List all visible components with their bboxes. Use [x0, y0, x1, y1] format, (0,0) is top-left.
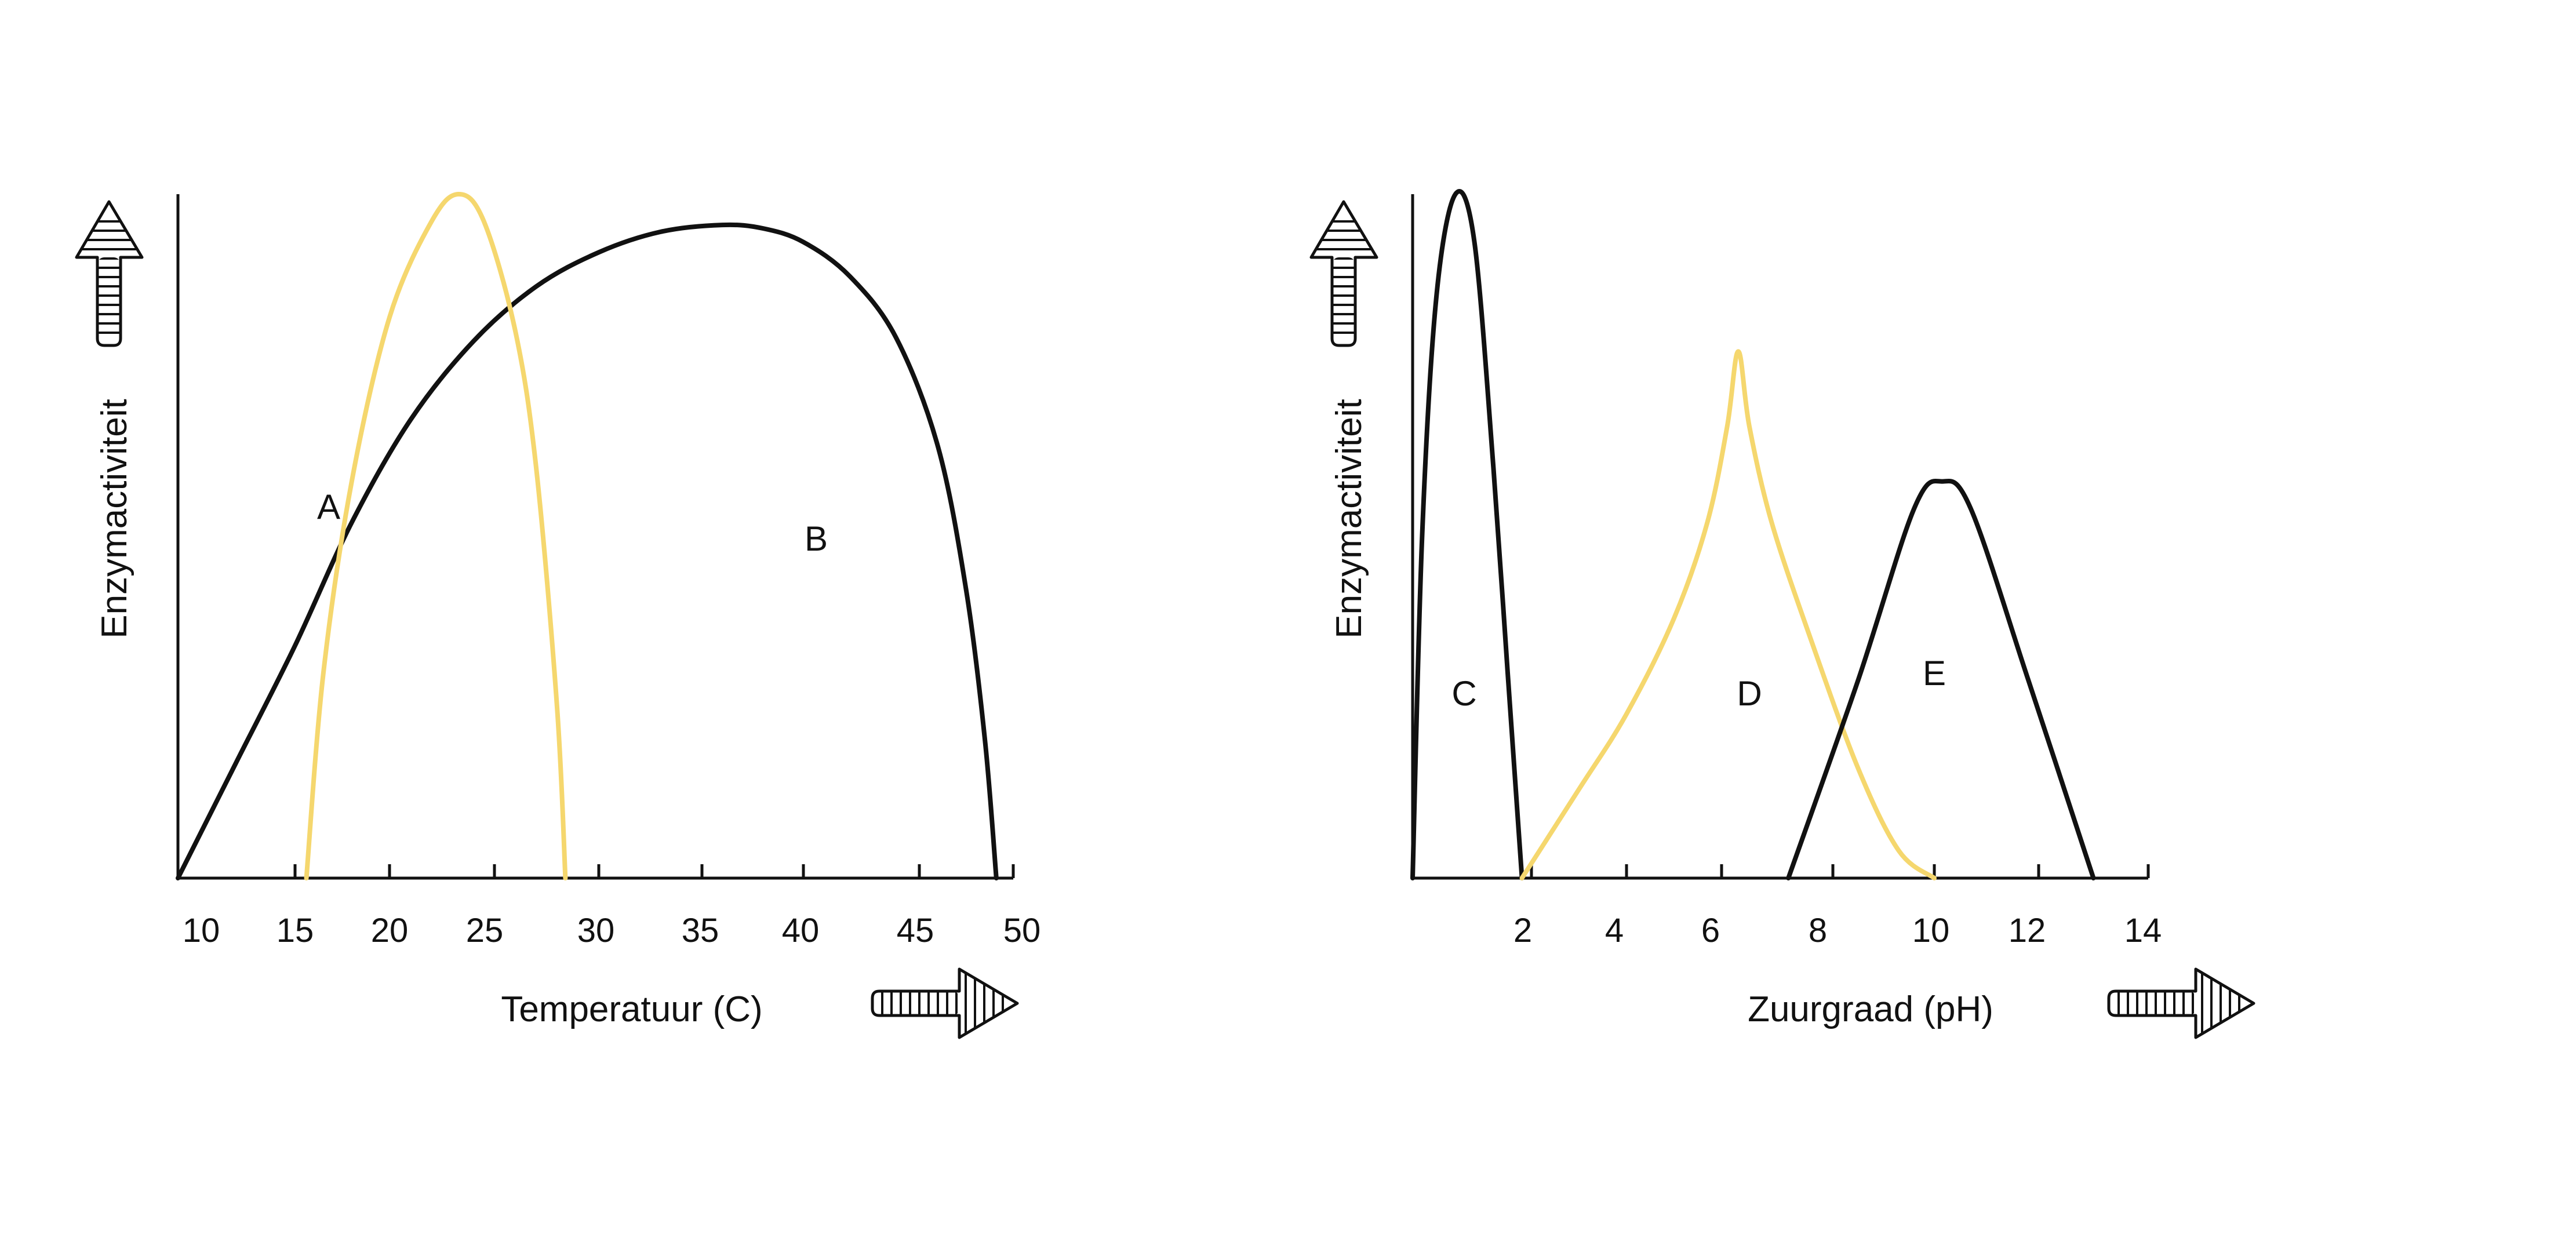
y-axis-title: Enzymactiviteit: [1329, 399, 1369, 638]
x-tick-marks: [293, 864, 1015, 878]
x-axis-title: Temperatuur (C): [501, 989, 762, 1029]
hatched-right-arrow-icon: [2107, 967, 2255, 1039]
arrow-hatching: [1311, 220, 1377, 334]
x-tick-labels: 10 15 20 25 30 35 40 45 50: [183, 912, 1041, 949]
x-tick-label: 6: [1701, 912, 1720, 949]
series-curve-a: [304, 192, 568, 880]
x-tick-label: 10: [1912, 912, 1950, 949]
x-tick-label: 20: [371, 912, 409, 949]
arrow-hatching: [2117, 969, 2240, 1038]
temperature-chart: 10 15 20 25 30 35 40 45 50 Temperatuur (…: [75, 192, 1041, 1039]
series-label-a: A: [317, 487, 340, 526]
y-axis-title: Enzymactiviteit: [94, 399, 134, 638]
ph-chart: 2 4 6 8 10 12 14 Zuurgraad (pH) Enzymact…: [1309, 189, 2255, 1039]
series-curves: [1410, 189, 2096, 880]
x-tick-label: 35: [682, 912, 719, 949]
x-tick-marks: [1530, 864, 2150, 878]
x-tick-labels: 2 4 6 8 10 12 14: [1513, 912, 2162, 949]
x-tick-label: 25: [466, 912, 504, 949]
arrow-hatching: [881, 969, 1004, 1038]
x-tick-label: 12: [2009, 912, 2046, 949]
x-tick-label: 15: [276, 912, 314, 949]
x-tick-label: 10: [183, 912, 220, 949]
x-tick-label: 30: [577, 912, 615, 949]
hatched-up-arrow-icon: [75, 200, 144, 347]
x-tick-label: 40: [782, 912, 820, 949]
x-tick-label: 4: [1605, 912, 1624, 949]
x-tick-label: 45: [897, 912, 934, 949]
x-tick-label: 14: [2124, 912, 2162, 949]
series-curve-c: [1410, 189, 1525, 880]
x-tick-label: 8: [1809, 912, 1827, 949]
series-curves: [176, 192, 999, 880]
x-axis-title: Zuurgraad (pH): [1748, 989, 1993, 1029]
x-tick-label: 2: [1513, 912, 1532, 949]
series-curve-b: [176, 222, 999, 880]
series-label-d: D: [1737, 674, 1762, 713]
series-curve-e: [1786, 479, 2096, 880]
series-label-b: B: [805, 519, 828, 558]
hatched-up-arrow-icon: [1309, 200, 1378, 347]
series-label-e: E: [1923, 654, 1946, 693]
series-curve-d: [1519, 349, 1937, 880]
series-label-c: C: [1451, 674, 1476, 713]
x-tick-label: 50: [1003, 912, 1041, 949]
arrow-hatching: [77, 220, 142, 334]
hatched-right-arrow-icon: [871, 967, 1019, 1039]
